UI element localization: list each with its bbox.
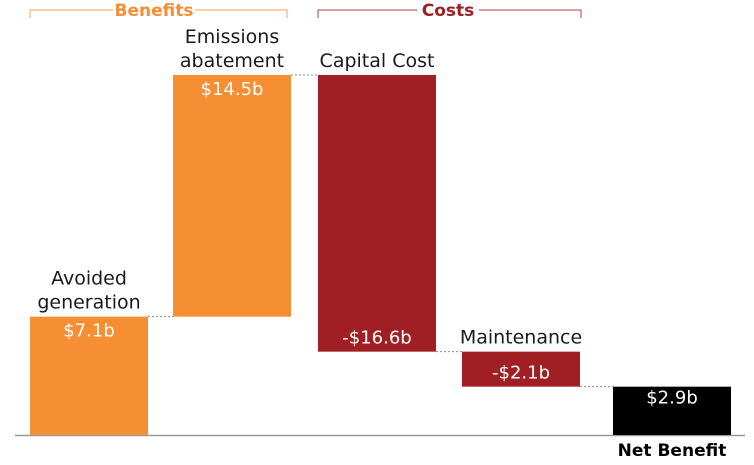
category-label-capital-cost: Capital Cost (320, 50, 435, 72)
category-label-avoided-generation-line-1: Avoided (51, 268, 127, 290)
group-label-benefits: Benefits (115, 1, 194, 21)
category-label-avoided-generation-line-2: generation (37, 292, 140, 314)
data-label-avoided-generation: $7.1b (63, 321, 115, 342)
category-label-emissions-abatement-line-2: abatement (180, 50, 284, 72)
bar-emissions-abatement (173, 75, 291, 317)
category-label-maintenance: Maintenance (460, 327, 582, 349)
bar-capital-cost (318, 75, 436, 352)
group-bracket-benefits (29, 9, 288, 18)
data-label-capital-cost: -$16.6b (342, 328, 411, 349)
category-label-emissions-abatement-line-1: Emissions (185, 26, 279, 48)
data-label-maintenance: -$2.1b (492, 363, 550, 384)
bar-maintenance (462, 351, 580, 387)
category-label-net-benefit: Net Benefit (618, 441, 727, 461)
data-label-net-benefit: $2.9b (646, 388, 698, 409)
data-label-emissions-abatement: $14.5b (201, 79, 264, 100)
bar-net-benefit (613, 386, 731, 435)
group-bracket-costs (317, 9, 582, 18)
bar-avoided-generation (30, 316, 148, 435)
group-label-costs: Costs (422, 1, 475, 21)
